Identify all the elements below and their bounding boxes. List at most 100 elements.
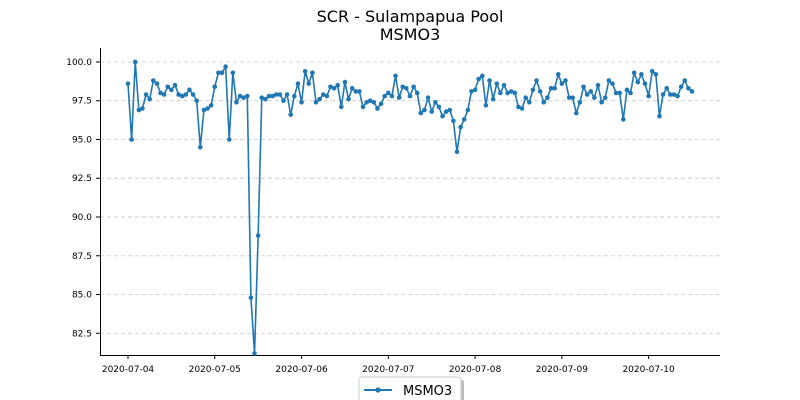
data-point xyxy=(440,113,445,119)
data-point xyxy=(310,70,315,76)
data-point xyxy=(198,144,203,150)
data-point xyxy=(183,92,189,97)
data-point xyxy=(682,78,688,83)
data-point xyxy=(552,86,557,91)
data-point xyxy=(201,107,207,113)
grid-lines xyxy=(100,61,720,334)
data-point xyxy=(599,99,604,105)
data-point xyxy=(559,81,565,86)
data-point xyxy=(548,86,554,91)
data-point xyxy=(266,93,272,99)
data-point xyxy=(642,81,648,86)
data-point xyxy=(375,106,380,111)
data-point xyxy=(660,92,666,97)
data-point xyxy=(581,84,586,90)
y-ticks: 82.5 85.0 87.5 90.0 92.5 95.0 97.5 100.0 xyxy=(66,58,100,339)
legend: MSMO3 xyxy=(358,376,464,400)
data-point xyxy=(140,106,145,111)
y-tick-label: 82.5 xyxy=(72,329,92,339)
data-point xyxy=(617,90,622,96)
data-point xyxy=(512,90,518,96)
data-point xyxy=(154,81,160,86)
data-point xyxy=(570,95,575,100)
data-point xyxy=(436,104,442,110)
x-ticks: 2020-07-04 2020-07-05 2020-07-06 2020-07-07… xyxy=(102,355,675,375)
data-point xyxy=(668,92,673,97)
y-tick-label: 92.5 xyxy=(72,174,92,184)
data-point xyxy=(281,98,286,104)
data-point xyxy=(241,95,246,100)
data-point xyxy=(328,84,333,90)
data-point xyxy=(179,93,185,99)
data-point xyxy=(433,99,438,105)
data-point xyxy=(414,90,420,96)
data-point xyxy=(255,233,261,238)
data-point xyxy=(418,110,424,116)
data-point xyxy=(476,76,481,82)
data-point xyxy=(686,86,691,91)
data-point xyxy=(353,89,359,94)
data-point xyxy=(292,93,297,99)
data-point xyxy=(342,79,348,85)
data-point xyxy=(190,92,196,97)
data-point xyxy=(595,82,601,88)
data-point xyxy=(407,93,413,99)
data-point xyxy=(226,137,232,142)
data-point xyxy=(404,86,409,91)
data-point xyxy=(523,95,528,100)
data-point xyxy=(230,70,236,76)
data-point xyxy=(519,106,525,111)
data-point xyxy=(465,107,471,113)
y-tick-label: 90.0 xyxy=(72,213,92,223)
data-point xyxy=(216,70,221,76)
data-point xyxy=(458,124,463,130)
data-point xyxy=(555,72,561,77)
data-point xyxy=(639,72,644,77)
data-point xyxy=(624,87,630,93)
data-point xyxy=(284,92,290,97)
axes xyxy=(100,48,720,356)
data-point xyxy=(346,96,351,102)
data-point xyxy=(563,78,568,83)
legend-box xyxy=(358,376,462,400)
series-layer xyxy=(125,59,695,356)
x-tick-label: 2020-07-05 xyxy=(189,365,241,375)
data-point xyxy=(223,64,228,69)
data-point xyxy=(606,78,612,83)
data-point xyxy=(653,72,659,77)
data-point xyxy=(335,82,340,88)
data-point xyxy=(194,98,199,104)
data-point xyxy=(613,90,619,96)
data-point xyxy=(129,137,134,142)
data-point xyxy=(132,59,138,65)
data-point xyxy=(288,112,293,117)
x-tick-label: 2020-07-10 xyxy=(622,365,675,375)
data-point xyxy=(610,81,615,86)
data-point xyxy=(169,87,174,93)
data-point xyxy=(646,93,651,99)
y-tick-label: 85.0 xyxy=(72,291,92,301)
data-point xyxy=(429,109,434,114)
data-point xyxy=(577,99,583,105)
x-tick-label: 2020-07-08 xyxy=(449,365,502,375)
x-tick-label: 2020-07-04 xyxy=(102,365,155,375)
chart-title: SCR - Sulampapua Pool xyxy=(317,7,504,26)
data-point xyxy=(425,95,431,100)
data-point xyxy=(675,93,680,99)
data-point xyxy=(664,86,669,91)
data-point xyxy=(621,117,626,122)
data-point xyxy=(158,90,163,96)
data-point xyxy=(588,89,594,94)
data-point xyxy=(212,84,218,90)
data-point xyxy=(176,92,181,97)
legend-marker-swatch xyxy=(375,387,381,393)
data-point xyxy=(461,117,467,122)
x-tick-label: 2020-07-07 xyxy=(362,365,414,375)
legend-label: MSMO3 xyxy=(403,384,452,399)
data-point xyxy=(252,351,257,356)
data-point xyxy=(508,89,514,94)
data-point xyxy=(320,92,326,97)
data-point xyxy=(494,81,500,86)
data-point xyxy=(469,89,474,94)
